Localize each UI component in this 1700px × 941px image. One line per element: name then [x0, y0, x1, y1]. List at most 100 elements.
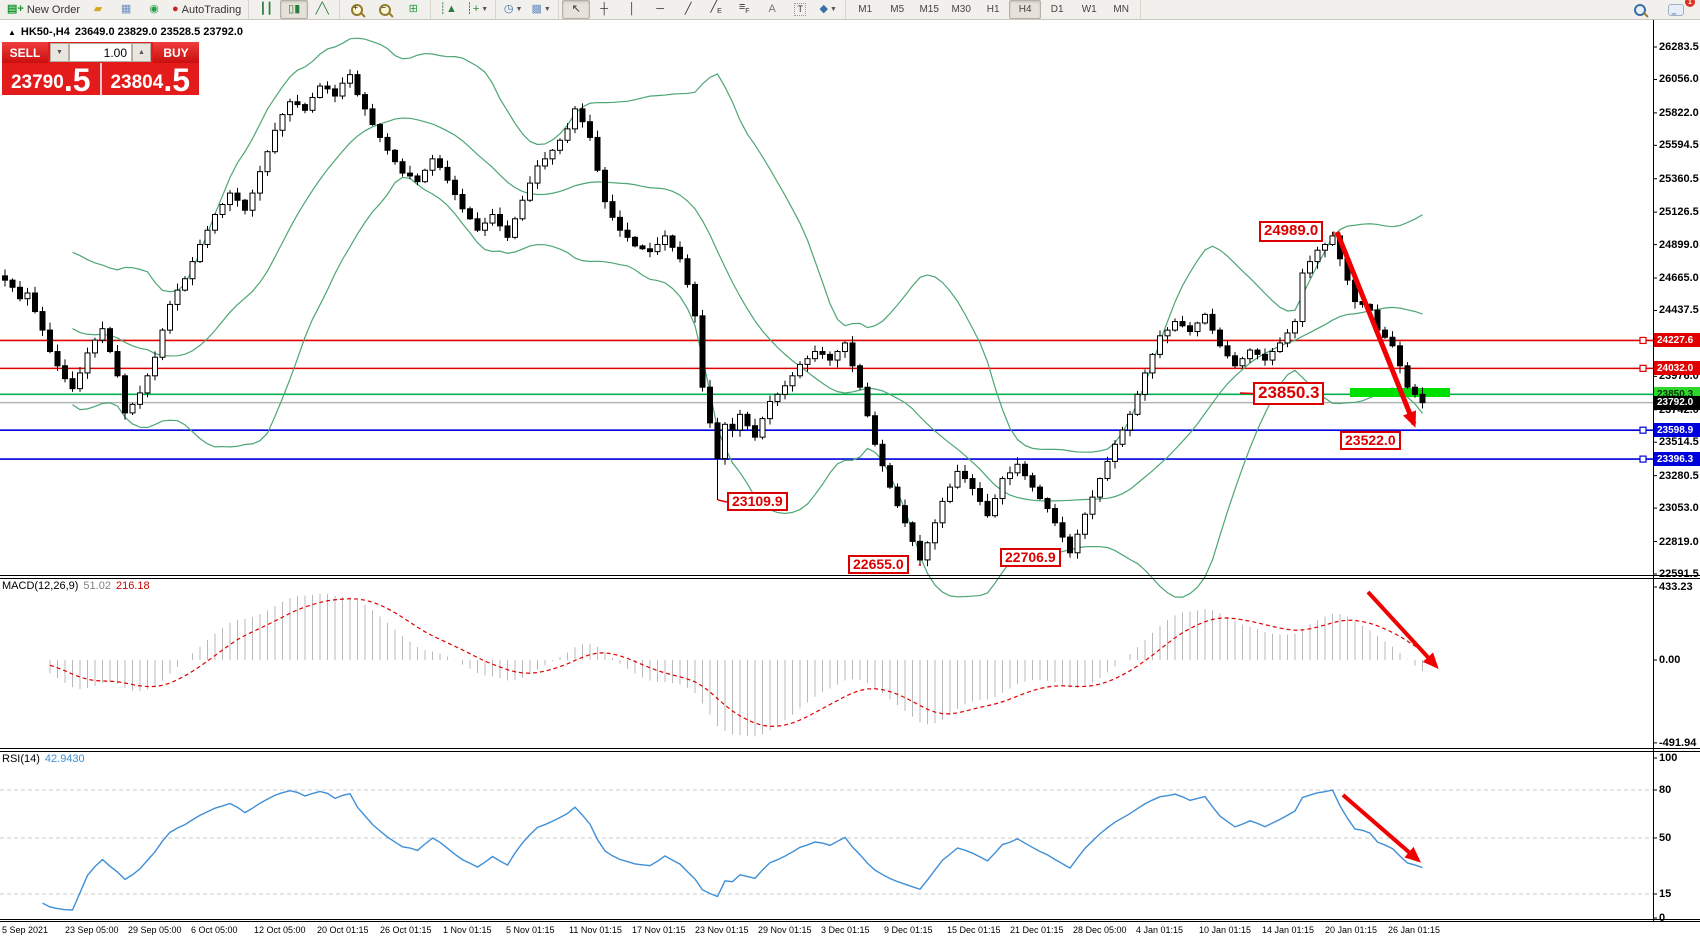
volume-input[interactable]: 1.00: [69, 43, 132, 62]
candles: [2, 69, 1426, 567]
vertical-line-button[interactable]: │: [618, 0, 646, 19]
chart-preview-button[interactable]: ▦: [112, 0, 140, 19]
tile-windows-button[interactable]: ⊞: [399, 0, 427, 19]
zoom-in-icon: +: [351, 3, 364, 16]
time-label: 20 Jan 01:15: [1325, 925, 1378, 935]
timeframe-D1[interactable]: D1: [1050, 4, 1064, 15]
symbol-marker-icon: ▲: [8, 27, 16, 37]
text-button[interactable]: A: [758, 0, 786, 19]
annotation-label-22655.0[interactable]: 22655.0: [848, 555, 909, 575]
timeframe-MN[interactable]: MN: [1113, 4, 1129, 15]
line-handle[interactable]: [1639, 364, 1647, 372]
gold-button[interactable]: ▰: [84, 0, 112, 19]
price-tick-label: 25126.5: [1659, 206, 1699, 219]
time-label: 29 Nov 01:15: [758, 925, 812, 935]
trend-arrow[interactable]: [1366, 590, 1439, 669]
fibonacci-icon: ≡F: [738, 0, 750, 16]
time-label: 12 Oct 05:00: [254, 925, 306, 935]
line-handle[interactable]: [1639, 336, 1647, 345]
macd-label: MACD(12,26,9) 51.02 216.18: [2, 580, 150, 592]
price-tag-24032.0: 24032.0: [1654, 361, 1700, 376]
channel-icon: ╱E: [710, 0, 722, 16]
text-label-button[interactable]: T: [786, 0, 814, 19]
cursor-button[interactable]: ↖: [562, 0, 591, 19]
timeframe-M30[interactable]: M30: [951, 4, 971, 15]
zoom-in-button[interactable]: +: [343, 0, 371, 19]
price-tick-label: 24665.0: [1659, 272, 1699, 285]
annotation-label-23522.0[interactable]: 23522.0: [1340, 431, 1401, 451]
rsi-tick-label: 50: [1659, 832, 1672, 844]
macd-indicator: [49, 593, 1423, 737]
annotation-label-24989.0[interactable]: 24989.0: [1259, 221, 1324, 242]
rsi-indicator: [0, 789, 1653, 911]
trendline-button[interactable]: ╱: [674, 0, 702, 19]
line-chart-button[interactable]: ╱╲: [308, 0, 336, 19]
one-click-trading-panel: SELL ▼ 1.00 ▲ BUY 23790 .5 23804 .5: [2, 42, 199, 98]
price-tick-label: 26283.5: [1659, 41, 1699, 53]
indicators-button[interactable]: ┊▲: [434, 0, 462, 19]
timeframe-M1[interactable]: M1: [858, 4, 873, 15]
time-axis: 5 Sep 2021 23 Sep 05:00 29 Sep 05:00 6 Oct …: [0, 922, 1700, 941]
fibonacci-button[interactable]: ≡F: [730, 0, 758, 19]
annotation-label-23850.3[interactable]: 23850.3: [1253, 382, 1325, 405]
timeframe-H4[interactable]: H4: [1009, 0, 1042, 19]
timeframe-W1[interactable]: W1: [1081, 4, 1097, 15]
sell-price[interactable]: 23790 .5: [2, 63, 102, 96]
rsi-tick-label: 15: [1659, 888, 1672, 900]
trend-arrow[interactable]: [1334, 231, 1417, 428]
price-tag-23396.3: 23396.3: [1654, 452, 1700, 467]
time-label: 6 Oct 05:00: [191, 925, 238, 935]
indicators-icon: ┊▲: [439, 3, 457, 15]
line-handle[interactable]: [1639, 426, 1647, 434]
time-label: 1 Nov 01:15: [443, 925, 492, 935]
arrows-icon: ◆: [819, 3, 828, 15]
buy-button[interactable]: BUY: [153, 42, 199, 63]
templates-button[interactable]: ▩ ▼: [531, 3, 551, 15]
zoom-out-button[interactable]: −: [371, 0, 399, 19]
annotation-label-23109.9[interactable]: 23109.9: [727, 492, 788, 512]
notifications-button[interactable]: 1: [1662, 0, 1695, 19]
text-label-icon: T: [794, 3, 806, 16]
time-label: 5 Sep 2021: [2, 925, 49, 935]
price-tag-23598.9: 23598.9: [1654, 423, 1700, 438]
time-label: 4 Jan 01:15: [1136, 925, 1184, 935]
price-tick-label: 24899.0: [1659, 238, 1699, 251]
ohlc-values: 23649.0 23829.0 23528.5 23792.0: [74, 26, 244, 38]
time-label: 10 Jan 01:15: [1199, 925, 1252, 935]
equidistant-channel-button[interactable]: ╱E: [702, 0, 730, 19]
bollinger-bands: [72, 37, 1423, 598]
bar-chart-button[interactable]: ┃┃: [252, 0, 280, 19]
rsi-tick-label: 80: [1659, 784, 1672, 796]
annotation-label-22706.9[interactable]: 22706.9: [1000, 548, 1061, 568]
horizontal-level-lines[interactable]: [0, 339, 1653, 460]
trend-arrow[interactable]: [1341, 793, 1422, 863]
periods-button[interactable]: ◷ ▼: [503, 3, 523, 15]
autotrading-button[interactable]: ● AutoTrading: [168, 0, 245, 19]
timeframe-M5[interactable]: M5: [890, 4, 905, 15]
gold-icon: ▰: [93, 3, 103, 15]
line-handle[interactable]: [1639, 455, 1647, 463]
candlestick-chart-button[interactable]: ▯▮: [280, 0, 309, 19]
rsi-tick-label: 100: [1659, 752, 1678, 764]
sell-button[interactable]: SELL: [2, 42, 48, 63]
symbol-period-label: HK50-,H4: [20, 26, 70, 38]
search-button[interactable]: [1626, 0, 1654, 19]
timeframe-H1[interactable]: H1: [986, 4, 1000, 15]
horizontal-line-button[interactable]: ─: [646, 0, 674, 19]
signals-button[interactable]: ◉: [140, 0, 168, 19]
search-icon: [1634, 3, 1646, 16]
chat-icon: [1668, 3, 1684, 16]
time-label: 23 Nov 01:15: [695, 925, 749, 935]
buy-price[interactable]: 23804 .5: [110, 62, 191, 98]
new-order-button[interactable]: ▤+ New Order: [3, 0, 84, 19]
add-indicator-button[interactable]: ┊+ ▼: [466, 3, 489, 15]
arrows-button[interactable]: ◆ ▼: [819, 3, 837, 15]
crosshair-button[interactable]: ┼: [590, 0, 618, 19]
timeframe-M15[interactable]: M15: [919, 4, 939, 15]
volume-decrease-button[interactable]: ▼: [50, 43, 69, 62]
zoom-out-icon: −: [379, 3, 392, 16]
volume-increase-button[interactable]: ▲: [132, 43, 151, 62]
tile-windows-icon: ⊞: [408, 3, 418, 15]
chart-preview-icon: ▦: [120, 3, 132, 15]
